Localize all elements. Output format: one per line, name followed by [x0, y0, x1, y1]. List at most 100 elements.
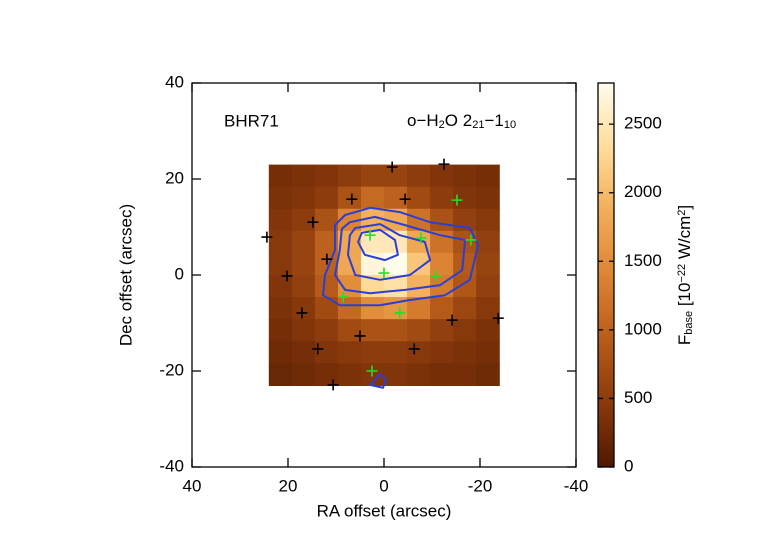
image-cell: [430, 252, 454, 276]
marker: [492, 312, 504, 324]
image-cell: [291, 341, 316, 364]
y-tick-label: 20: [165, 168, 184, 187]
colorbar-tick-label: 1500: [624, 251, 662, 270]
x-tick-label: -20: [468, 476, 493, 495]
colorbar-tick-label: 0: [624, 456, 633, 475]
image-cell: [453, 252, 477, 276]
image-cell: [337, 164, 362, 188]
image-cell: [314, 341, 339, 364]
image-cell: [314, 186, 339, 210]
image-cell: [476, 186, 500, 210]
image-cell: [384, 164, 408, 188]
contour: [347, 223, 432, 281]
marker: [430, 270, 442, 282]
image-cell: [314, 164, 339, 188]
image-cell: [314, 363, 339, 386]
image-cell: [268, 341, 293, 364]
image-cell: [453, 297, 477, 320]
image-cell: [384, 363, 408, 386]
marker: [438, 158, 450, 170]
image-cell: [453, 275, 477, 298]
text-part: [10: [675, 283, 694, 311]
image-cell: [407, 186, 431, 210]
image-cell: [291, 252, 316, 276]
image-cell: [314, 208, 339, 232]
image-cell: [407, 341, 431, 364]
marker: [465, 234, 477, 246]
image-cell: [476, 208, 500, 232]
image-cell: [268, 208, 293, 232]
x-axis-label: RA offset (arcsec): [317, 501, 452, 520]
text-part: −1: [484, 111, 503, 130]
image-cell: [384, 186, 408, 210]
marker: [346, 193, 358, 205]
marker: [307, 216, 319, 228]
marker: [364, 229, 376, 241]
colorbar-label: Fbase [10−22 W/cm2]: [675, 205, 695, 345]
image-cell: [268, 230, 293, 254]
x-tick-label: 40: [183, 476, 202, 495]
contour: [369, 372, 387, 389]
colorbar-tick-label: 500: [624, 388, 652, 407]
image-cell: [291, 363, 316, 386]
y-axis-label: Dec offset (arcsec): [116, 204, 135, 346]
image-cell: [268, 275, 293, 298]
marker: [327, 379, 339, 391]
marker: [321, 253, 333, 265]
marker: [399, 193, 411, 205]
image-cell: [430, 186, 454, 210]
image-cell: [268, 164, 293, 188]
image-cell: [360, 319, 385, 342]
annotation-left: BHR71: [224, 111, 279, 130]
colorbar-tick-label: 1000: [624, 319, 662, 338]
marker: [378, 267, 390, 279]
image-cell: [291, 186, 316, 210]
image-cell: [291, 319, 316, 342]
contour: [334, 215, 467, 295]
image-cell: [268, 297, 293, 320]
text-part: −22: [676, 264, 688, 283]
colorbar-tick-label: 2000: [624, 182, 662, 201]
image-cell: [337, 363, 362, 386]
image-cell: [337, 319, 362, 342]
image-cell: [476, 297, 500, 320]
marker: [281, 270, 293, 282]
image-cell: [360, 186, 385, 210]
image-cell: [337, 208, 362, 232]
marker: [446, 314, 458, 326]
image-cell: [407, 230, 431, 254]
image-cell: [337, 252, 362, 276]
image-cell: [337, 186, 362, 210]
annotation-right: o−H2O 221−110: [407, 111, 516, 131]
image-cell: [268, 363, 293, 386]
text-part: o−H: [407, 111, 439, 130]
image-cell: [360, 230, 385, 254]
text-part: 2: [676, 210, 688, 216]
image-cell: [430, 319, 454, 342]
text-part: ]: [675, 205, 694, 210]
image-cell: [476, 319, 500, 342]
image-cell: [407, 363, 431, 386]
image-cell: [291, 297, 316, 320]
y-tick-label: -20: [159, 360, 184, 379]
text-part: F: [675, 335, 694, 345]
image-cell: [453, 164, 477, 188]
image-cell: [476, 341, 500, 364]
image-cell: [384, 208, 408, 232]
marker: [451, 194, 463, 206]
marker: [415, 232, 427, 244]
image-cell: [453, 186, 477, 210]
x-tick-label: 0: [379, 476, 388, 495]
image-cell: [384, 341, 408, 364]
image-cell: [360, 164, 385, 188]
image-cell: [291, 164, 316, 188]
marker: [354, 330, 366, 342]
image-cell: [314, 297, 339, 320]
marker: [366, 365, 378, 377]
text-part: base: [683, 311, 695, 335]
colorbar: [597, 82, 615, 468]
text-part: 2: [439, 119, 445, 131]
x-tick-label: 20: [279, 476, 298, 495]
image-cell: [407, 275, 431, 298]
